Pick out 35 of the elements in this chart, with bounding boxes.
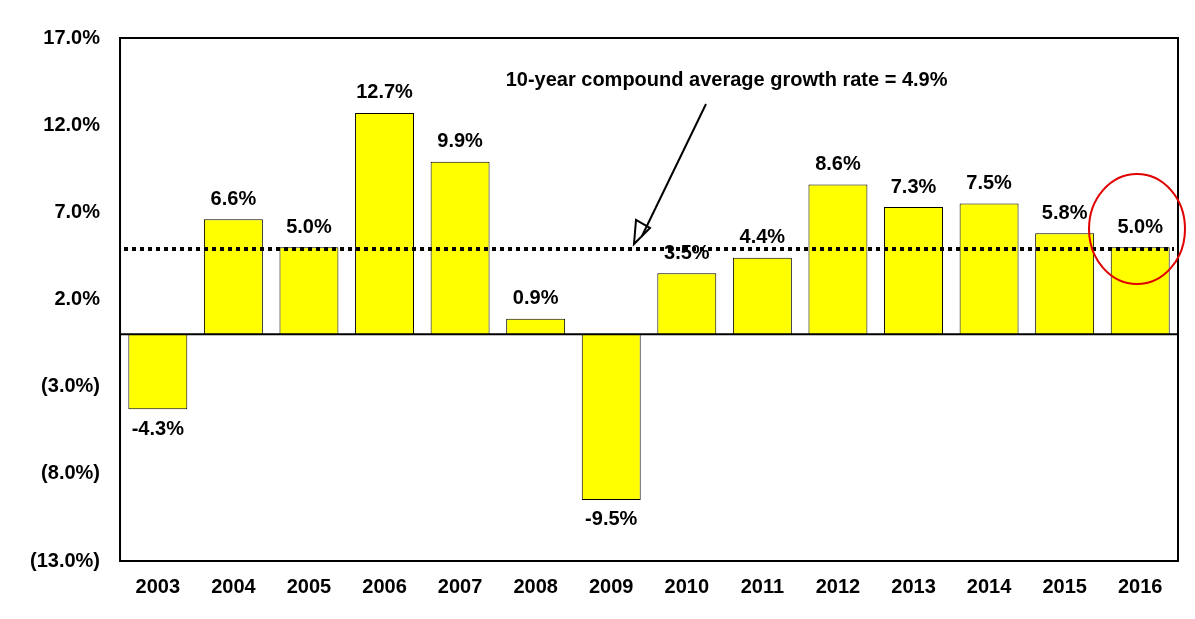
x-tick-label: 2006 (362, 574, 407, 597)
x-tick-label: 2004 (211, 574, 257, 597)
x-tick-label: 2012 (815, 574, 861, 597)
y-tick-label: 12.0% (43, 112, 101, 135)
data-label: 8.6% (815, 151, 861, 174)
y-tick-label: 7.0% (54, 199, 101, 222)
y-tick-label: 2.0% (54, 287, 101, 310)
data-label: 9.9% (437, 129, 484, 152)
data-label: 4.4% (739, 225, 786, 248)
x-tick-label: 2015 (1042, 574, 1087, 597)
x-tick-label: 2014 (966, 574, 1013, 597)
x-tick-label: 2011 (740, 574, 785, 597)
y-tick-label: (8.0%) (41, 461, 101, 484)
data-label: 7.5% (966, 171, 1013, 194)
y-tick-label: 17.0% (43, 25, 101, 48)
x-tick-label: 2008 (513, 574, 558, 597)
data-label: 5.8% (1041, 200, 1088, 223)
x-tick-label: 2005 (286, 574, 332, 597)
data-label: 6.6% (210, 186, 257, 209)
data-label: 12.7% (356, 80, 414, 103)
ref-line-label: 10-year compound average growth rate = 4.9% (505, 67, 948, 90)
x-tick-label: 2013 (891, 574, 936, 597)
y-tick-label: (13.0%) (30, 548, 101, 571)
x-tick-label: 2009 (588, 574, 634, 597)
data-label: 5.0% (286, 214, 332, 237)
data-label: -9.5% (585, 507, 638, 530)
data-label: 5.0% (1117, 214, 1164, 237)
data-label: -4.3% (131, 416, 185, 439)
x-tick-label: 2003 (135, 574, 181, 597)
x-tick-label: 2010 (664, 574, 710, 597)
x-tick-label: 2007 (437, 574, 483, 597)
data-label: 7.3% (890, 174, 937, 197)
data-label: 0.9% (512, 286, 559, 309)
x-tick-label: 2016 (1117, 574, 1163, 597)
y-tick-label: (3.0%) (41, 374, 101, 397)
